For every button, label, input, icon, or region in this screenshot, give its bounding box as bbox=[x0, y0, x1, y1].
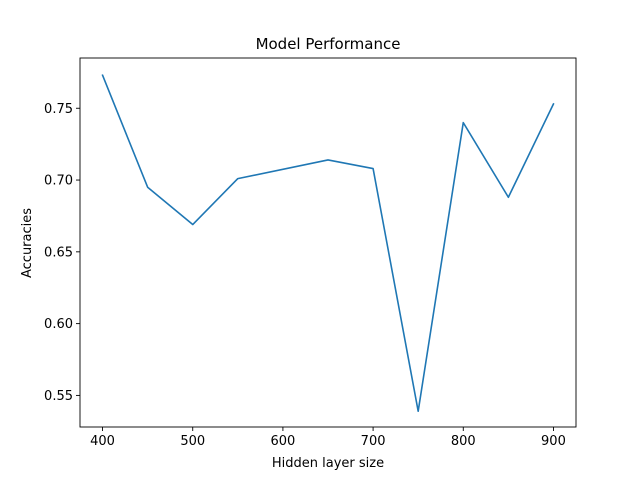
plot-area: 400 500 600 700 800 900 0.55 0.60 0.65 0.70 0.75 bbox=[44, 57, 577, 449]
series-line-0 bbox=[101, 74, 555, 413]
y-tick-label: 0.70 bbox=[44, 174, 73, 189]
y-axis-title: Accuracies bbox=[20, 208, 35, 278]
y-tick-label: 0.60 bbox=[44, 317, 73, 332]
x-axis-title: Hidden layer size bbox=[272, 456, 384, 471]
x-tick-label: 900 bbox=[541, 434, 566, 449]
x-tick-label: 600 bbox=[270, 434, 295, 449]
y-tick-label: 0.65 bbox=[44, 245, 73, 260]
x-tick-label: 500 bbox=[180, 434, 205, 449]
y-tick-label: 0.55 bbox=[44, 389, 73, 404]
x-tick-label: 800 bbox=[451, 434, 476, 449]
y-tick-label: 0.75 bbox=[44, 102, 73, 117]
x-tick-label: 700 bbox=[361, 434, 386, 449]
chart-title: Model Performance bbox=[256, 35, 401, 53]
x-tick-label: 400 bbox=[90, 434, 115, 449]
axes-frame bbox=[79, 57, 577, 428]
